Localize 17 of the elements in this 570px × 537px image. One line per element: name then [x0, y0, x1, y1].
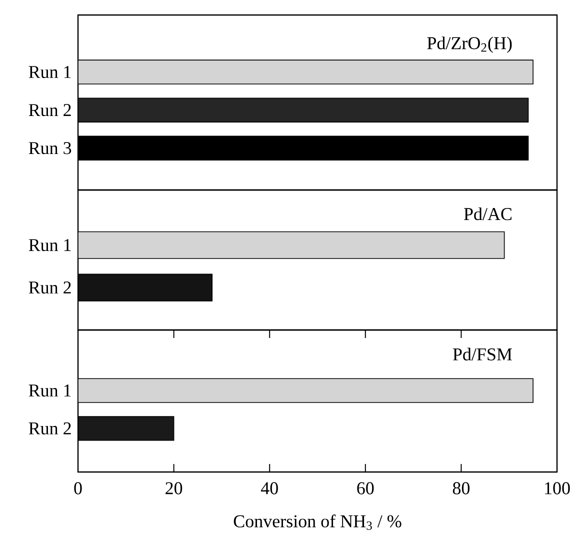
chart-title: Pd/FSM — [452, 348, 512, 360]
x-tick-label: 0 — [74, 482, 82, 494]
y-tick-label: Run 1 — [28, 239, 71, 252]
x-tick-label: 100 — [545, 482, 570, 494]
x-tick-label: 60 — [357, 482, 374, 494]
y-tick-label: Run 2 — [28, 282, 71, 294]
text: Pd/AC — [464, 207, 512, 220]
y-tick-label: Run 1 — [28, 66, 71, 78]
x-axis-title: Conversion of NH$_{3}$ / % — [234, 514, 402, 530]
x-tick-label: 80 — [452, 482, 470, 494]
x-tick-label: 20 — [166, 482, 182, 494]
x-tick-label: 40 — [260, 482, 278, 494]
text: Pd/ZrO$_{2}$(H) — [427, 36, 512, 53]
y-tick-label: Run 3 — [28, 142, 72, 154]
y-tick-label: Run 2 — [28, 422, 71, 434]
y-tick-label: Run 2 — [28, 104, 71, 116]
y-tick-label: Run 1 — [28, 384, 71, 397]
